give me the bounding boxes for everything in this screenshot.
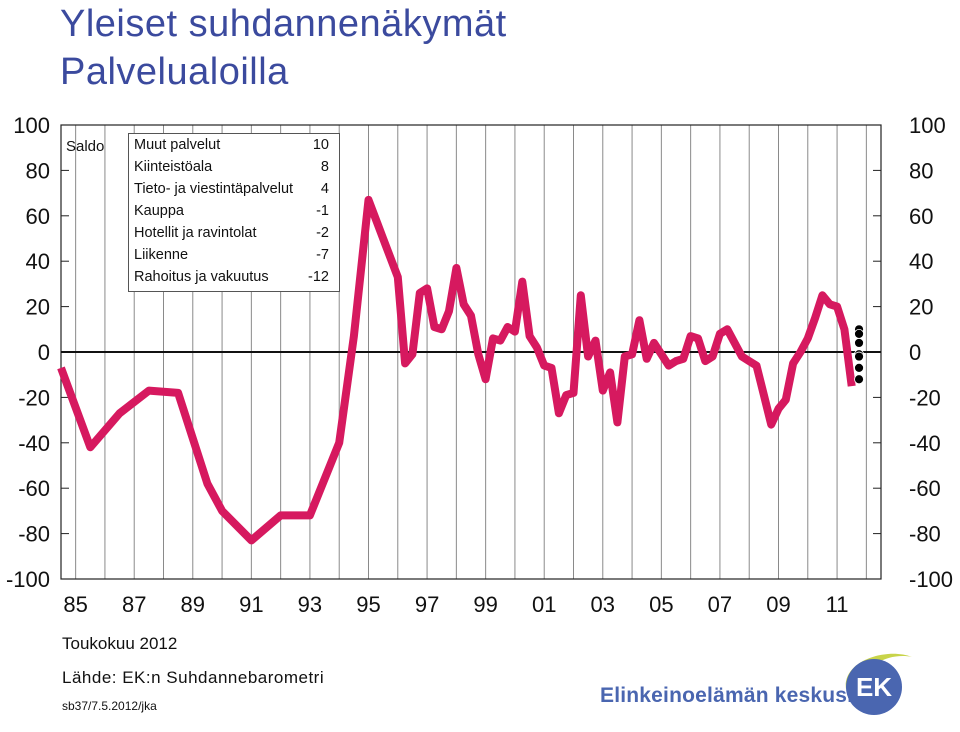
- x-tick-label: 97: [415, 592, 439, 617]
- y-tick-label: 0: [38, 340, 50, 365]
- legend-item-name: Kauppa: [134, 203, 184, 219]
- logo-circle-icon: [846, 659, 902, 715]
- latest-point: [854, 338, 864, 348]
- y-tick-label: 0: [909, 340, 921, 365]
- y-tick-label: -80: [909, 522, 941, 547]
- latest-point: [854, 362, 864, 373]
- y-tick-label: -100: [6, 567, 50, 592]
- legend-item: Tieto- ja viestintäpalvelut 4: [134, 179, 329, 199]
- legend-item-name: Rahoitus ja vakuutus: [134, 269, 269, 285]
- legend: Muut palvelut 10 Kiinteistöala 8 Tieto- …: [128, 133, 340, 292]
- logo-text: EK: [856, 672, 892, 702]
- y-tick-label: 80: [26, 158, 50, 183]
- y-tick-label: -40: [909, 431, 941, 456]
- y-tick-label: 20: [26, 295, 50, 320]
- y-tick-label: -80: [18, 522, 50, 547]
- y-tick-label: -60: [909, 476, 941, 501]
- series-line: [57, 195, 856, 545]
- x-tick-label: 01: [532, 592, 556, 617]
- y-tick-label: 80: [909, 158, 933, 183]
- legend-item-value: -7: [316, 247, 329, 263]
- y-tick-label: -100: [909, 567, 953, 592]
- latest-point: [854, 374, 864, 385]
- x-tick-label: 09: [766, 592, 790, 617]
- y-tick-label: 60: [909, 204, 933, 229]
- latest-point: [854, 328, 864, 339]
- chart-title: Yleiset suhdannenäkymät Palvelualoilla: [60, 0, 507, 96]
- x-tick-label: 99: [473, 592, 497, 617]
- x-tick-label: 91: [239, 592, 263, 617]
- title-line-2: Palvelualoilla: [60, 51, 289, 93]
- y-axis-right: 100 80 60 40 20 0 -20 -40 -60 -80 -100: [909, 113, 953, 592]
- legend-item-value: 8: [320, 159, 329, 175]
- legend-item-name: Hotellit ja ravintolat: [134, 225, 257, 241]
- x-tick-label: 87: [122, 592, 146, 617]
- legend-item: Liikenne -7: [134, 245, 329, 265]
- y-tick-label: 20: [909, 295, 933, 320]
- y-tick-label: -20: [909, 385, 941, 410]
- legend-item-value: -12: [308, 269, 329, 285]
- legend-item-name: Kiinteistöala: [134, 159, 213, 175]
- x-tick-label: 11: [826, 592, 849, 617]
- x-tick-label: 03: [591, 592, 615, 617]
- legend-item-value: 10: [312, 137, 329, 153]
- latest-markers: [854, 324, 864, 385]
- y-tick-label: 40: [909, 249, 933, 274]
- title-line-1: Yleiset suhdannenäkymät: [60, 3, 507, 45]
- x-tick-label: 05: [649, 592, 673, 617]
- y-tick-label: 100: [909, 113, 946, 138]
- latest-point: [854, 351, 864, 362]
- y-axis-left: 100 80 60 40 20 0 -20 -40 -60 -80 -100: [6, 113, 50, 592]
- y-tick-label: -40: [18, 431, 50, 456]
- legend-item-name: Muut palvelut: [134, 137, 221, 153]
- x-tick-label: 93: [298, 592, 322, 617]
- ek-logo: EK: [845, 653, 912, 715]
- series-layer: [57, 195, 856, 545]
- x-tick-label: 07: [708, 592, 732, 617]
- y-tick-label: -60: [18, 476, 50, 501]
- x-tick-label: 89: [181, 592, 205, 617]
- footer-code: sb37/7.5.2012/jka: [62, 699, 157, 713]
- legend-item-value: -2: [316, 225, 329, 241]
- legend-item-value: -1: [316, 203, 329, 219]
- x-tick-label: 95: [356, 592, 380, 617]
- legend-item-name: Liikenne: [134, 247, 189, 263]
- y-tick-label: 40: [26, 249, 50, 274]
- legend-item: Kauppa -1: [134, 201, 329, 221]
- legend-item: Hotellit ja ravintolat -2: [134, 223, 329, 243]
- legend-item: Muut palvelut 10: [134, 135, 329, 155]
- y-tick-label: -20: [18, 385, 50, 410]
- legend-item-value: 4: [320, 181, 329, 197]
- legend-item: Rahoitus ja vakuutus -12: [134, 267, 329, 287]
- legend-item-name: Tieto- ja viestintäpalvelut: [134, 181, 294, 197]
- x-tick-label: 85: [63, 592, 87, 617]
- y-tick-label: 100: [13, 113, 50, 138]
- footer-source: Lähde: EK:n Suhdannebarometri: [62, 668, 325, 687]
- x-axis: 85 87 89 91 93 95 97 99 01 03 05 07 09 11: [63, 592, 848, 617]
- legend-item: Kiinteistöala 8: [134, 157, 329, 177]
- y-tick-label: 60: [26, 204, 50, 229]
- brand-name: Elinkeinoelämän keskusliitto: [600, 684, 893, 707]
- footer-date: Toukokuu 2012: [62, 634, 178, 653]
- saldo-label: Saldo: [66, 138, 105, 155]
